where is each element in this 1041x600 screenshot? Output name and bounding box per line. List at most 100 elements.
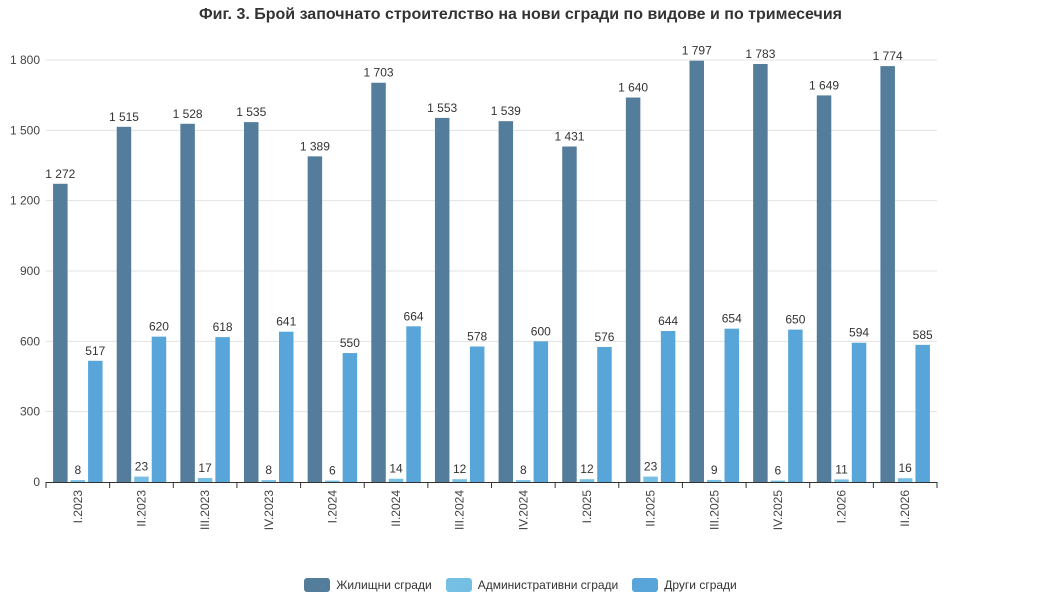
axes: 0 300 600 900 1 200 1 500 1 800 I.2023 II.2023 II… [10, 53, 938, 531]
legend-swatch-other [632, 578, 659, 592]
data-label: 1 774 [873, 49, 903, 63]
data-label: 578 [467, 329, 487, 343]
bar-residential [816, 95, 832, 482]
data-label: 585 [913, 328, 933, 342]
bar-administrative [197, 478, 213, 482]
bar-administrative [770, 480, 786, 482]
bar-residential [625, 97, 641, 482]
bar-other [788, 329, 803, 482]
x-tick-label: II.2026 [898, 490, 912, 527]
data-label: 1 640 [618, 81, 648, 95]
bar-administrative [325, 480, 340, 482]
bar-residential [307, 156, 323, 482]
y-tick-label: 1 800 [10, 53, 40, 67]
data-label: 1 515 [109, 110, 139, 124]
bar-other [851, 342, 867, 482]
data-label: 1 649 [809, 78, 839, 92]
data-label: 641 [276, 315, 296, 329]
bar-administrative [897, 478, 913, 482]
bar-administrative [516, 480, 531, 482]
data-label: 14 [389, 462, 403, 476]
data-label: 650 [785, 313, 805, 327]
bar-administrative [834, 479, 849, 482]
data-label: 618 [213, 320, 233, 334]
data-label: 600 [531, 324, 551, 338]
bar-administrative [70, 480, 86, 482]
data-label: 8 [74, 463, 81, 477]
data-label: 1 539 [491, 104, 521, 118]
x-tick-label: III.2024 [453, 490, 467, 530]
data-label: 23 [135, 460, 149, 474]
bar-residential [53, 183, 68, 482]
data-label: 12 [580, 462, 594, 476]
data-label: 664 [404, 309, 424, 323]
bar-other [215, 337, 230, 482]
bar-residential [244, 122, 259, 482]
data-label: 1 431 [554, 130, 584, 144]
bar-other [151, 336, 167, 482]
data-label: 6 [329, 464, 336, 478]
bar-residential [562, 146, 577, 482]
data-labels: 1 272 8 517 1 515 23 620 1 528 17 618 1 535 8 641 1 … [45, 44, 933, 478]
data-label: 576 [594, 330, 614, 344]
data-label: 11 [835, 462, 848, 476]
data-label: 12 [453, 462, 467, 476]
legend-label-other: Други сгради [664, 578, 737, 592]
y-tick-label: 300 [20, 405, 40, 419]
x-tick-label: IV.2024 [516, 490, 530, 531]
data-label: 16 [898, 461, 912, 475]
legend-label-administrative: Административни сгради [477, 578, 619, 592]
bar-other [88, 360, 103, 482]
bar-administrative [643, 476, 658, 482]
bar-other [342, 353, 358, 482]
legend-item-residential[interactable]: Жилищни сгради [304, 578, 432, 592]
bar-administrative [261, 480, 276, 482]
bar-administrative [707, 479, 722, 482]
data-label: 6 [775, 464, 782, 478]
data-label: 620 [149, 320, 169, 334]
data-label: 8 [265, 463, 272, 477]
chart-title: Фиг. 3. Брой започнато строителство на н… [199, 6, 842, 23]
y-tick-label: 900 [20, 264, 40, 278]
data-label: 23 [644, 460, 658, 474]
x-tick-label: I.2026 [835, 490, 849, 524]
x-tick-label: III.2025 [707, 490, 721, 530]
data-label: 1 535 [236, 105, 266, 119]
bar-residential [689, 60, 704, 482]
bar-other [915, 344, 930, 482]
x-tick-label: II.2023 [134, 490, 148, 527]
bar-residential [434, 117, 450, 482]
y-tick-label: 1 500 [10, 123, 40, 137]
data-label: 17 [198, 461, 212, 475]
data-label: 1 703 [364, 66, 394, 80]
bar-residential [753, 63, 768, 482]
y-tick-label: 1 200 [10, 194, 40, 208]
data-label: 1 272 [45, 167, 75, 181]
bar-other [724, 328, 739, 482]
data-label: 1 797 [682, 44, 712, 58]
data-label: 517 [85, 344, 105, 358]
legend-item-other[interactable]: Други сгради [632, 578, 737, 592]
x-tick-label: IV.2025 [771, 490, 785, 531]
legend-swatch-administrative [445, 578, 472, 592]
data-label: 594 [849, 326, 869, 340]
bar-other [597, 346, 612, 482]
legend-swatch-residential [304, 578, 331, 592]
data-label: 550 [340, 336, 360, 350]
bar-other [469, 346, 485, 482]
bar-residential [180, 123, 195, 482]
bar-administrative [579, 479, 595, 482]
legend: Жилищни сгради Административни сгради Др… [0, 578, 1041, 592]
legend-item-administrative[interactable]: Административни сгради [445, 578, 619, 592]
data-label: 644 [658, 314, 678, 328]
x-tick-label: IV.2023 [262, 490, 276, 531]
bar-residential [116, 126, 132, 483]
bar-administrative [134, 476, 149, 482]
data-label: 1 528 [173, 107, 203, 121]
x-tick-label: I.2025 [580, 490, 594, 524]
data-label: 1 553 [427, 101, 457, 115]
bar-administrative [452, 479, 467, 482]
data-label: 1 389 [300, 139, 330, 153]
x-tick-label: II.2025 [644, 490, 658, 527]
